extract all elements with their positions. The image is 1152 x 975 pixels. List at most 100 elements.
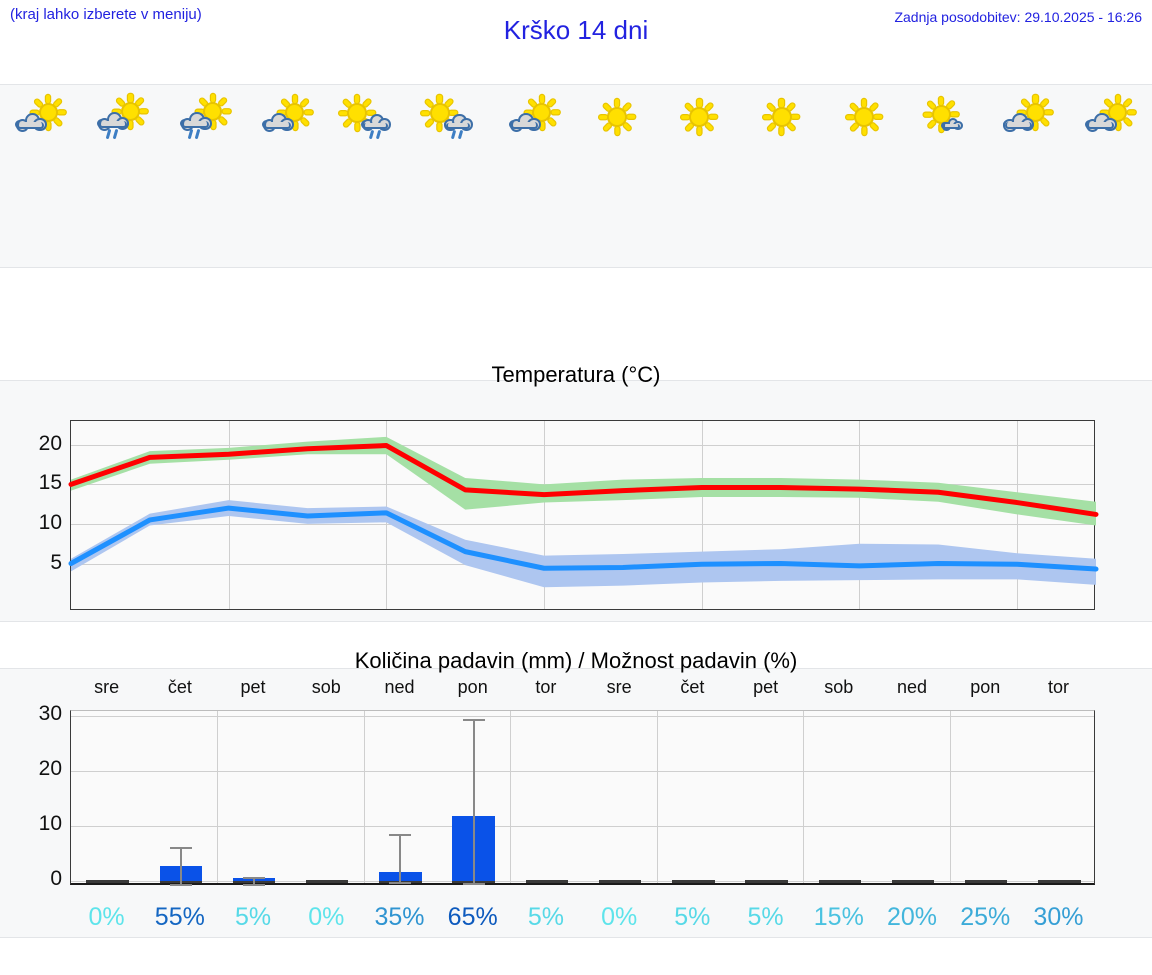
precipitation-day-label: sre [606,677,632,697]
day-column-01.11[interactable] [247,85,329,267]
temperature-range-band [71,500,1096,588]
temperature-series-overlay [68,436,1099,588]
sun-disc [1108,102,1128,122]
sun-ray [45,94,51,103]
location-menu-hint[interactable]: (kraj lahko izberete v meniju) [10,6,202,23]
weather-icon-cloud-sun-rain [171,92,241,146]
sun-ray [599,114,608,120]
precipitation-plot-area [70,710,1095,887]
sun-disc [347,103,368,123]
precipitation-day-label: sre [94,677,120,697]
sun-disc [429,103,450,123]
weather-icon-cloud-sun [6,92,76,146]
weather-icon-sun-cloud-rain [418,92,488,146]
precipitation-error-cap [462,719,485,722]
precipitation-probability-label: 0% [601,903,638,931]
precipitation-error-cap [169,847,192,850]
sun-ray [709,114,718,120]
cloud-base [510,122,539,129]
temperature-vgridline [701,421,703,609]
cloud-base [1086,122,1115,129]
precipitation-probability-label: 5% [527,903,564,931]
sun-ray [1033,94,1038,103]
sun-disc [771,107,792,127]
sun-disc [689,107,710,127]
temperature-chart-panel: Temperatura (°C) © vreme.us & vreme.pro … [0,362,1152,868]
sun-disc [1026,102,1046,122]
precipitation-day-label: pon [457,677,488,697]
cloud-base [17,122,45,129]
day-weather-icon [6,92,76,146]
temperature-plot-area [68,420,1099,610]
rain-drop [450,129,457,140]
day-weather-icon [88,92,158,146]
day-column-10.11[interactable] [987,85,1069,267]
day-weather-icon [829,92,899,146]
sun-ray [1033,121,1038,130]
precipitation-vgridline [510,711,512,883]
rain-drop [457,129,463,140]
precipitation-chart-panel: Količina padavin (mm) / Možnost padavin … [0,648,1152,938]
weather-icon-sun [747,92,817,146]
sun-ray [437,123,442,131]
precipitation-axis-tick [306,879,349,883]
day-column-09.11[interactable] [905,85,987,267]
sun-ray [222,108,231,114]
day-weather-icon [994,92,1064,146]
sun-ray [539,94,545,103]
precipitation-y-tick: 30 [38,702,62,726]
sun-ray [627,114,636,120]
precipitation-gridline [71,825,1094,827]
precipitation-gridline [71,880,1094,882]
day-column-11.11[interactable] [1070,85,1152,267]
precipitation-probability-label: 0% [88,903,125,931]
sun-ray [128,93,133,102]
precipitation-day-label: pon [970,677,1001,697]
precipitation-axis-tick [86,879,129,883]
page-title: Krško 14 dni [503,15,649,45]
day-column-30.10[interactable] [82,85,164,267]
temperature-vgridline [859,421,861,609]
day-weather-icon [664,92,734,146]
sun-ray [1115,94,1120,103]
precipitation-day-label: sob [824,677,854,697]
precipitation-probability-label: 30% [1033,903,1084,931]
sun-ray [139,108,148,114]
day-column-07.11[interactable] [741,85,823,267]
temperature-y-tick: 15 [38,471,62,495]
day-column-29.10[interactable] [0,85,82,267]
day-column-31.10[interactable] [165,85,247,267]
sun-ray [339,110,348,116]
day-column-05.11[interactable] [576,85,658,267]
day-column-02.11[interactable] [329,85,411,267]
precipitation-vgridline [949,711,951,883]
precipitation-error-cap [243,877,266,880]
precipitation-probability-label: 20% [886,903,938,931]
precipitation-error-bar [472,719,475,883]
last-updated-label: Zadnja posodobitev: 29.10.2025 - 16:26 [894,9,1142,25]
precipitation-y-tick: 10 [38,811,62,835]
temperature-chart-title: Temperatura (°C) [491,362,661,387]
precipitation-day-labels: sre čet pet sob ned pon tor sre čet pet sob ned pon t… [70,677,1095,698]
day-weather-icon [335,92,405,146]
sun-ray [292,94,298,103]
weather-icon-cloud-sun [1076,92,1146,146]
day-column-03.11[interactable] [411,85,493,267]
day-column-06.11[interactable] [658,85,740,267]
rain-drop [195,129,201,140]
sun-ray [614,127,620,135]
precipitation-day-label: ned [896,677,928,697]
day-weather-icon [253,92,323,146]
day-column-08.11[interactable] [823,85,905,267]
daily-forecast-strip [0,84,1152,268]
day-column-04.11[interactable] [494,85,576,267]
cloud-base [99,121,127,128]
temperature-vgridline [1017,421,1019,609]
precipitation-axis-tick [525,879,569,883]
cloud-base [943,124,961,129]
precipitation-day-label: ned [384,677,415,697]
day-weather-icon [171,92,241,146]
temperature-y-tick: 5 [50,550,62,574]
sun-ray [614,99,620,107]
precipitation-vgridline [363,711,365,883]
